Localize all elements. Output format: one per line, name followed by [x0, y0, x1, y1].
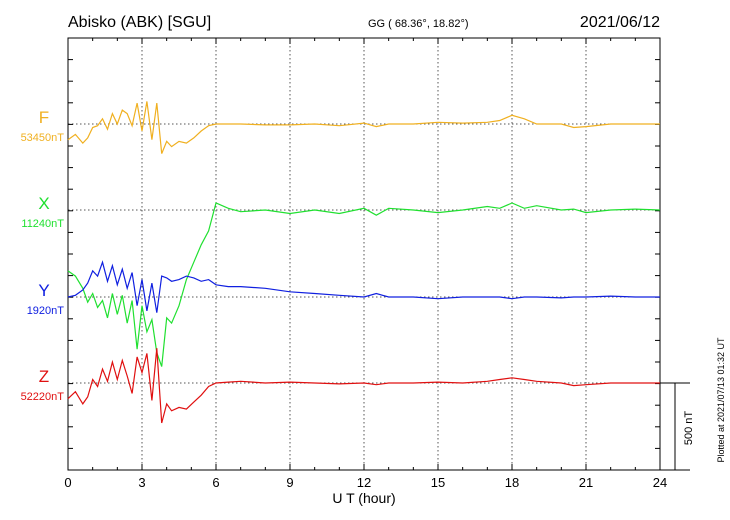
- series-baseline-y: 1920nT: [27, 305, 65, 317]
- x-tick-label: 21: [579, 475, 593, 490]
- series-name-x: X: [38, 194, 49, 213]
- x-tick-label: 24: [653, 475, 667, 490]
- x-tick-label: 6: [212, 475, 219, 490]
- scale-bar: 500 nT: [660, 382, 695, 471]
- scale-bar-label: 500 nT: [683, 411, 695, 446]
- x-tick-label: 18: [505, 475, 519, 490]
- series-name-f: F: [39, 108, 49, 127]
- series-baseline-f: 53450nT: [21, 132, 65, 144]
- series-baseline-z: 52220nT: [21, 391, 65, 403]
- station-title: Abisko (ABK) [SGU]: [68, 14, 211, 31]
- series-name-z: Z: [39, 367, 49, 386]
- x-tick-label: 9: [286, 475, 293, 490]
- series-labels: F 53450nT X 11240nT Y 1920nT Z 52220nT: [21, 108, 65, 403]
- plotted-at-note: Plotted at 2021/07/13 01:32 UT: [716, 337, 726, 463]
- coordinates: GG ( 68.36°, 18.82°): [368, 18, 469, 30]
- x-tick-label: 12: [357, 475, 371, 490]
- x-tick-label: 15: [431, 475, 445, 490]
- x-tick-label: 3: [138, 475, 145, 490]
- series-name-y: Y: [38, 281, 49, 300]
- series-group: [67, 101, 661, 424]
- x-tick-labels: 0 3 6 9 12 15 18 21 24: [64, 475, 667, 490]
- plot-frame: [67, 37, 661, 471]
- series-baseline-x: 11240nT: [21, 218, 64, 230]
- series-line-z: [67, 348, 660, 424]
- series-line-y: [67, 260, 660, 313]
- x-axis-label: U T (hour): [332, 490, 395, 506]
- date-label: 2021/06/12: [580, 14, 660, 31]
- x-tick-label: 0: [64, 475, 71, 490]
- series-line-x: [67, 202, 661, 367]
- grid: [67, 38, 661, 470]
- series-line-f: [67, 101, 660, 154]
